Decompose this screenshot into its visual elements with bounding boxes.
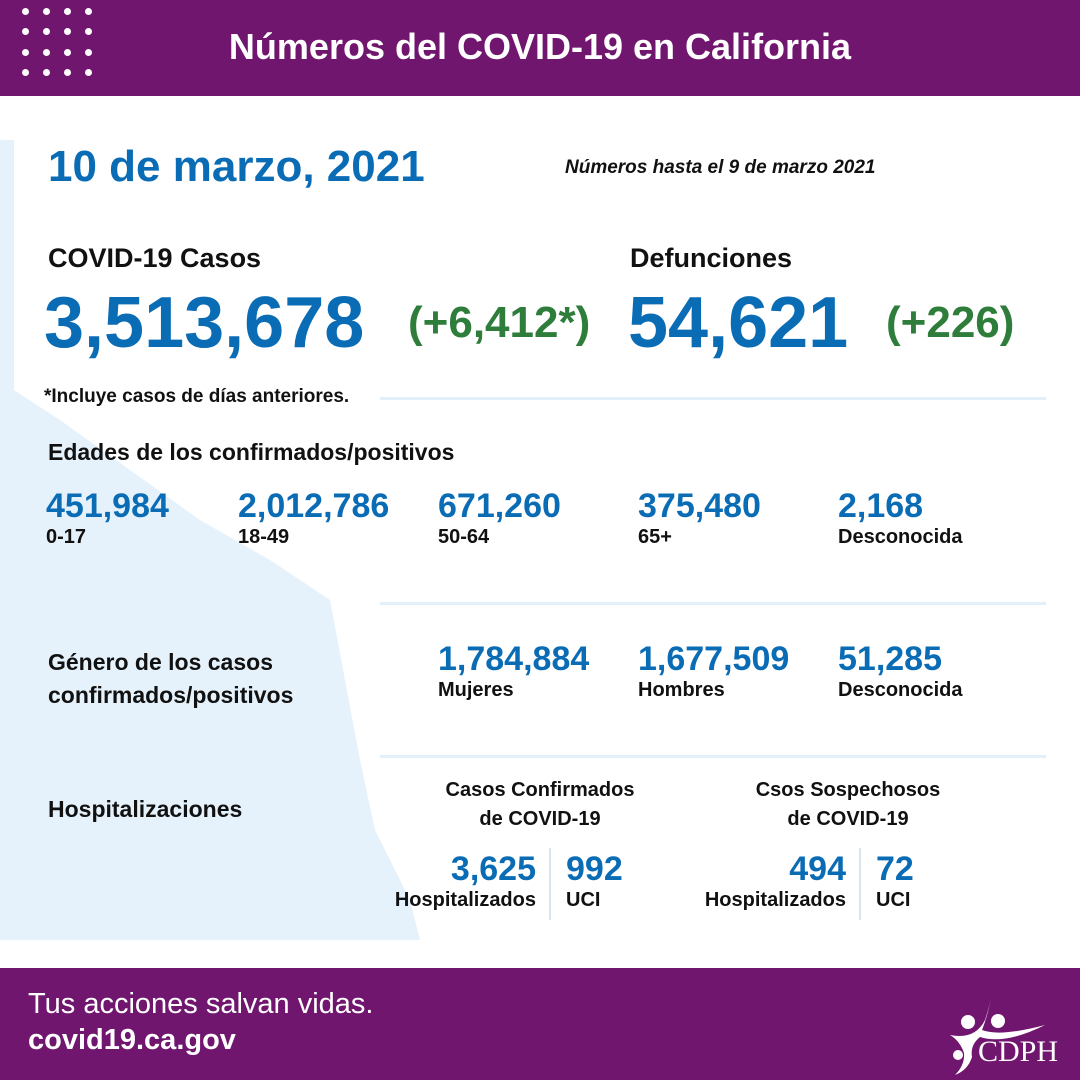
- as-of-date: Números hasta el 9 de marzo 2021: [565, 157, 876, 178]
- confirmed-hospitalized: 3,625 Hospitalizados: [380, 850, 536, 912]
- header-bar: [0, 0, 1080, 96]
- cases-value: 3,513,678: [44, 283, 365, 363]
- hosp-value: 3,625: [450, 850, 536, 888]
- report-date: 10 de marzo, 2021: [48, 142, 425, 191]
- gender-unknown: 51,285 Desconocida: [838, 640, 962, 702]
- age-group-0-17: 451,984 0-17: [46, 487, 169, 549]
- age-label: 18-49: [238, 526, 290, 548]
- icu-value: 992: [566, 850, 623, 888]
- divider: [380, 755, 1046, 758]
- divider-vertical: [859, 848, 861, 920]
- cdph-logo: CDPH: [950, 993, 1058, 1075]
- deaths-change: (+226): [886, 298, 1015, 347]
- icu-value: 72: [876, 850, 914, 888]
- dots-decoration: [22, 8, 92, 80]
- footer-bar: [0, 968, 1080, 1080]
- gender-men: 1,677,509 Hombres: [638, 640, 789, 702]
- suspected-hospitalized: 494 Hospitalizados: [690, 850, 846, 912]
- gender-value: 1,784,884: [438, 640, 590, 678]
- confirmed-heading: Casos Confirmados de COVID-19: [420, 776, 660, 834]
- gender-title-line: confirmados/positivos: [48, 682, 294, 708]
- cases-label: COVID-19 Casos: [48, 243, 262, 273]
- confirmed-icu: 992 UCI: [566, 850, 623, 912]
- age-value: 2,012,786: [238, 487, 390, 525]
- footer-tagline: Tus acciones salvan vidas.: [28, 988, 374, 1020]
- page-title: Números del COVID-19 en California: [228, 26, 852, 67]
- divider-vertical: [549, 848, 551, 920]
- hosp-label: Hospitalizados: [704, 889, 846, 911]
- gender-value: 1,677,509: [638, 640, 790, 678]
- gender-women: 1,784,884 Mujeres: [438, 640, 589, 702]
- age-group-unknown: 2,168 Desconocida: [838, 487, 962, 549]
- heading-line: de COVID-19: [787, 808, 909, 830]
- svg-text:CDPH: CDPH: [978, 1035, 1058, 1068]
- age-label: 65+: [638, 526, 672, 548]
- age-label: Desconocida: [838, 526, 963, 548]
- gender-value: 51,285: [838, 640, 942, 678]
- gender-label: Desconocida: [838, 679, 963, 701]
- gender-label: Mujeres: [438, 679, 514, 701]
- hosp-label: Hospitalizados: [394, 889, 536, 911]
- icu-label: UCI: [876, 889, 911, 911]
- age-value: 375,480: [638, 487, 761, 525]
- deaths-value: 54,621: [628, 283, 849, 363]
- cases-change: (+6,412*): [408, 298, 591, 347]
- gender-label: Hombres: [638, 679, 725, 701]
- age-label: 50-64: [438, 526, 490, 548]
- age-label: 0-17: [46, 526, 87, 548]
- heading-line: Csos Sospechosos: [755, 779, 941, 801]
- gender-title: Género de los casos confirmados/positivos: [48, 646, 293, 712]
- age-value: 671,260: [438, 487, 561, 525]
- icu-label: UCI: [566, 889, 601, 911]
- suspected-heading: Csos Sospechosos de COVID-19: [728, 776, 968, 834]
- age-group-18-49: 2,012,786 18-49: [238, 487, 389, 549]
- age-group-50-64: 671,260 50-64: [438, 487, 561, 549]
- hospitalizations-title: Hospitalizaciones: [48, 796, 243, 822]
- suspected-icu: 72 UCI: [876, 850, 914, 912]
- ages-title: Edades de los confirmados/positivos: [48, 439, 455, 465]
- divider: [380, 602, 1046, 605]
- hosp-value: 494: [789, 850, 846, 888]
- deaths-label: Defunciones: [630, 243, 793, 273]
- age-group-65-plus: 375,480 65+: [638, 487, 761, 549]
- age-value: 451,984: [46, 487, 169, 525]
- cases-note: *Incluye casos de días anteriores.: [44, 386, 350, 407]
- gender-title-line: Género de los casos: [48, 649, 273, 675]
- age-value: 2,168: [838, 487, 924, 525]
- divider: [380, 397, 1046, 400]
- heading-line: de COVID-19: [479, 808, 601, 830]
- footer-url[interactable]: covid19.ca.gov: [28, 1024, 236, 1056]
- heading-line: Casos Confirmados: [445, 779, 635, 801]
